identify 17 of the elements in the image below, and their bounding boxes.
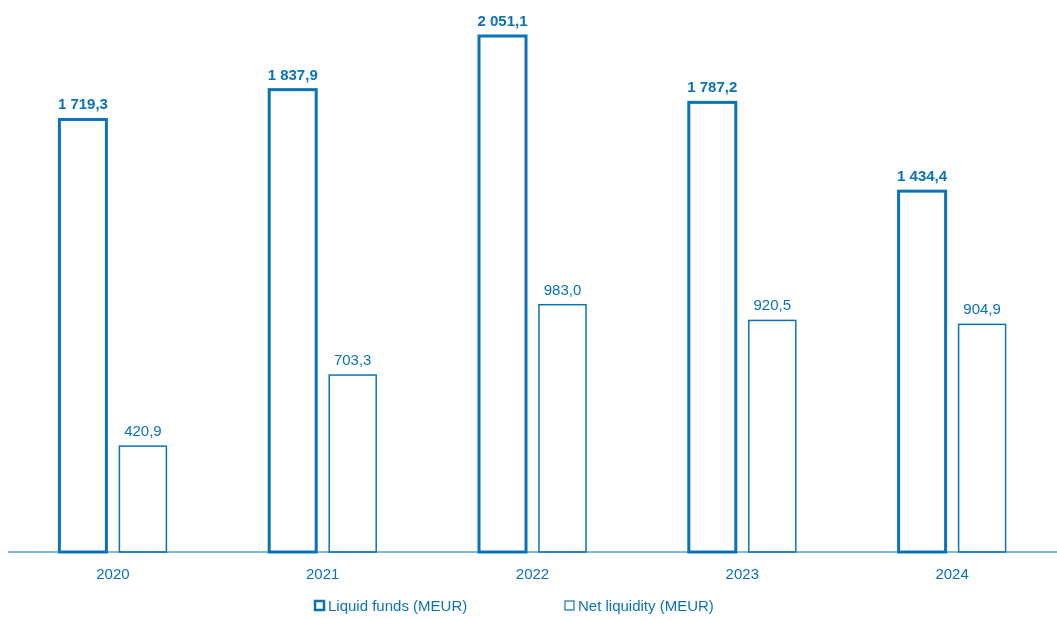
data-label: 2 051,1 [477, 12, 528, 29]
data-label: 1 787,2 [687, 78, 738, 96]
x-tick-label: 2024 [935, 565, 969, 582]
x-tick-label: 2021 [306, 565, 340, 582]
data-label: 420,9 [124, 422, 162, 440]
data-label: 703,3 [333, 351, 372, 369]
x-tick-label: 2023 [725, 565, 759, 582]
data-label: 983,0 [543, 280, 582, 298]
data-label: 1 719,3 [57, 95, 108, 113]
data-label: 904,9 [963, 300, 1001, 318]
legend-label: Liquid funds (MEUR) [328, 597, 468, 614]
data-label: 1 837,9 [267, 65, 318, 83]
data-label: 920,5 [753, 296, 792, 314]
legend-label: Net liquidity (MEUR) [578, 597, 714, 614]
x-tick-label: 2020 [96, 565, 130, 582]
data-label: 1 434,4 [897, 167, 948, 185]
x-tick-label: 2022 [515, 565, 550, 582]
